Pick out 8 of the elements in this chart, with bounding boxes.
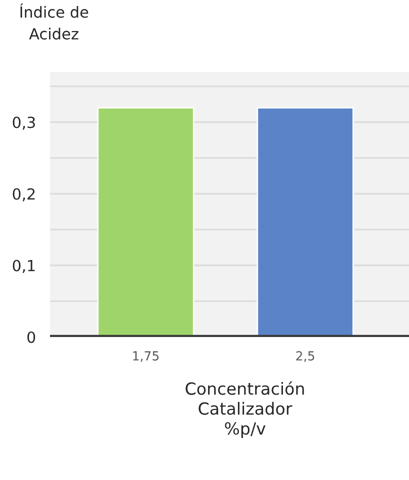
y-tick-label: 0 [27,331,36,344]
x-tick-label: 1,75 [133,351,159,362]
y-tick-label: 0,3 [12,116,35,130]
x-tick-label: 2,5 [296,351,314,362]
y-axis-title: Índice de Acidez [20,3,88,40]
y-tick-label: 0,1 [12,260,35,273]
x-axis-title: Concentración Catalizador %p/v [186,381,304,438]
y-tick-label: 0,2 [12,188,35,202]
